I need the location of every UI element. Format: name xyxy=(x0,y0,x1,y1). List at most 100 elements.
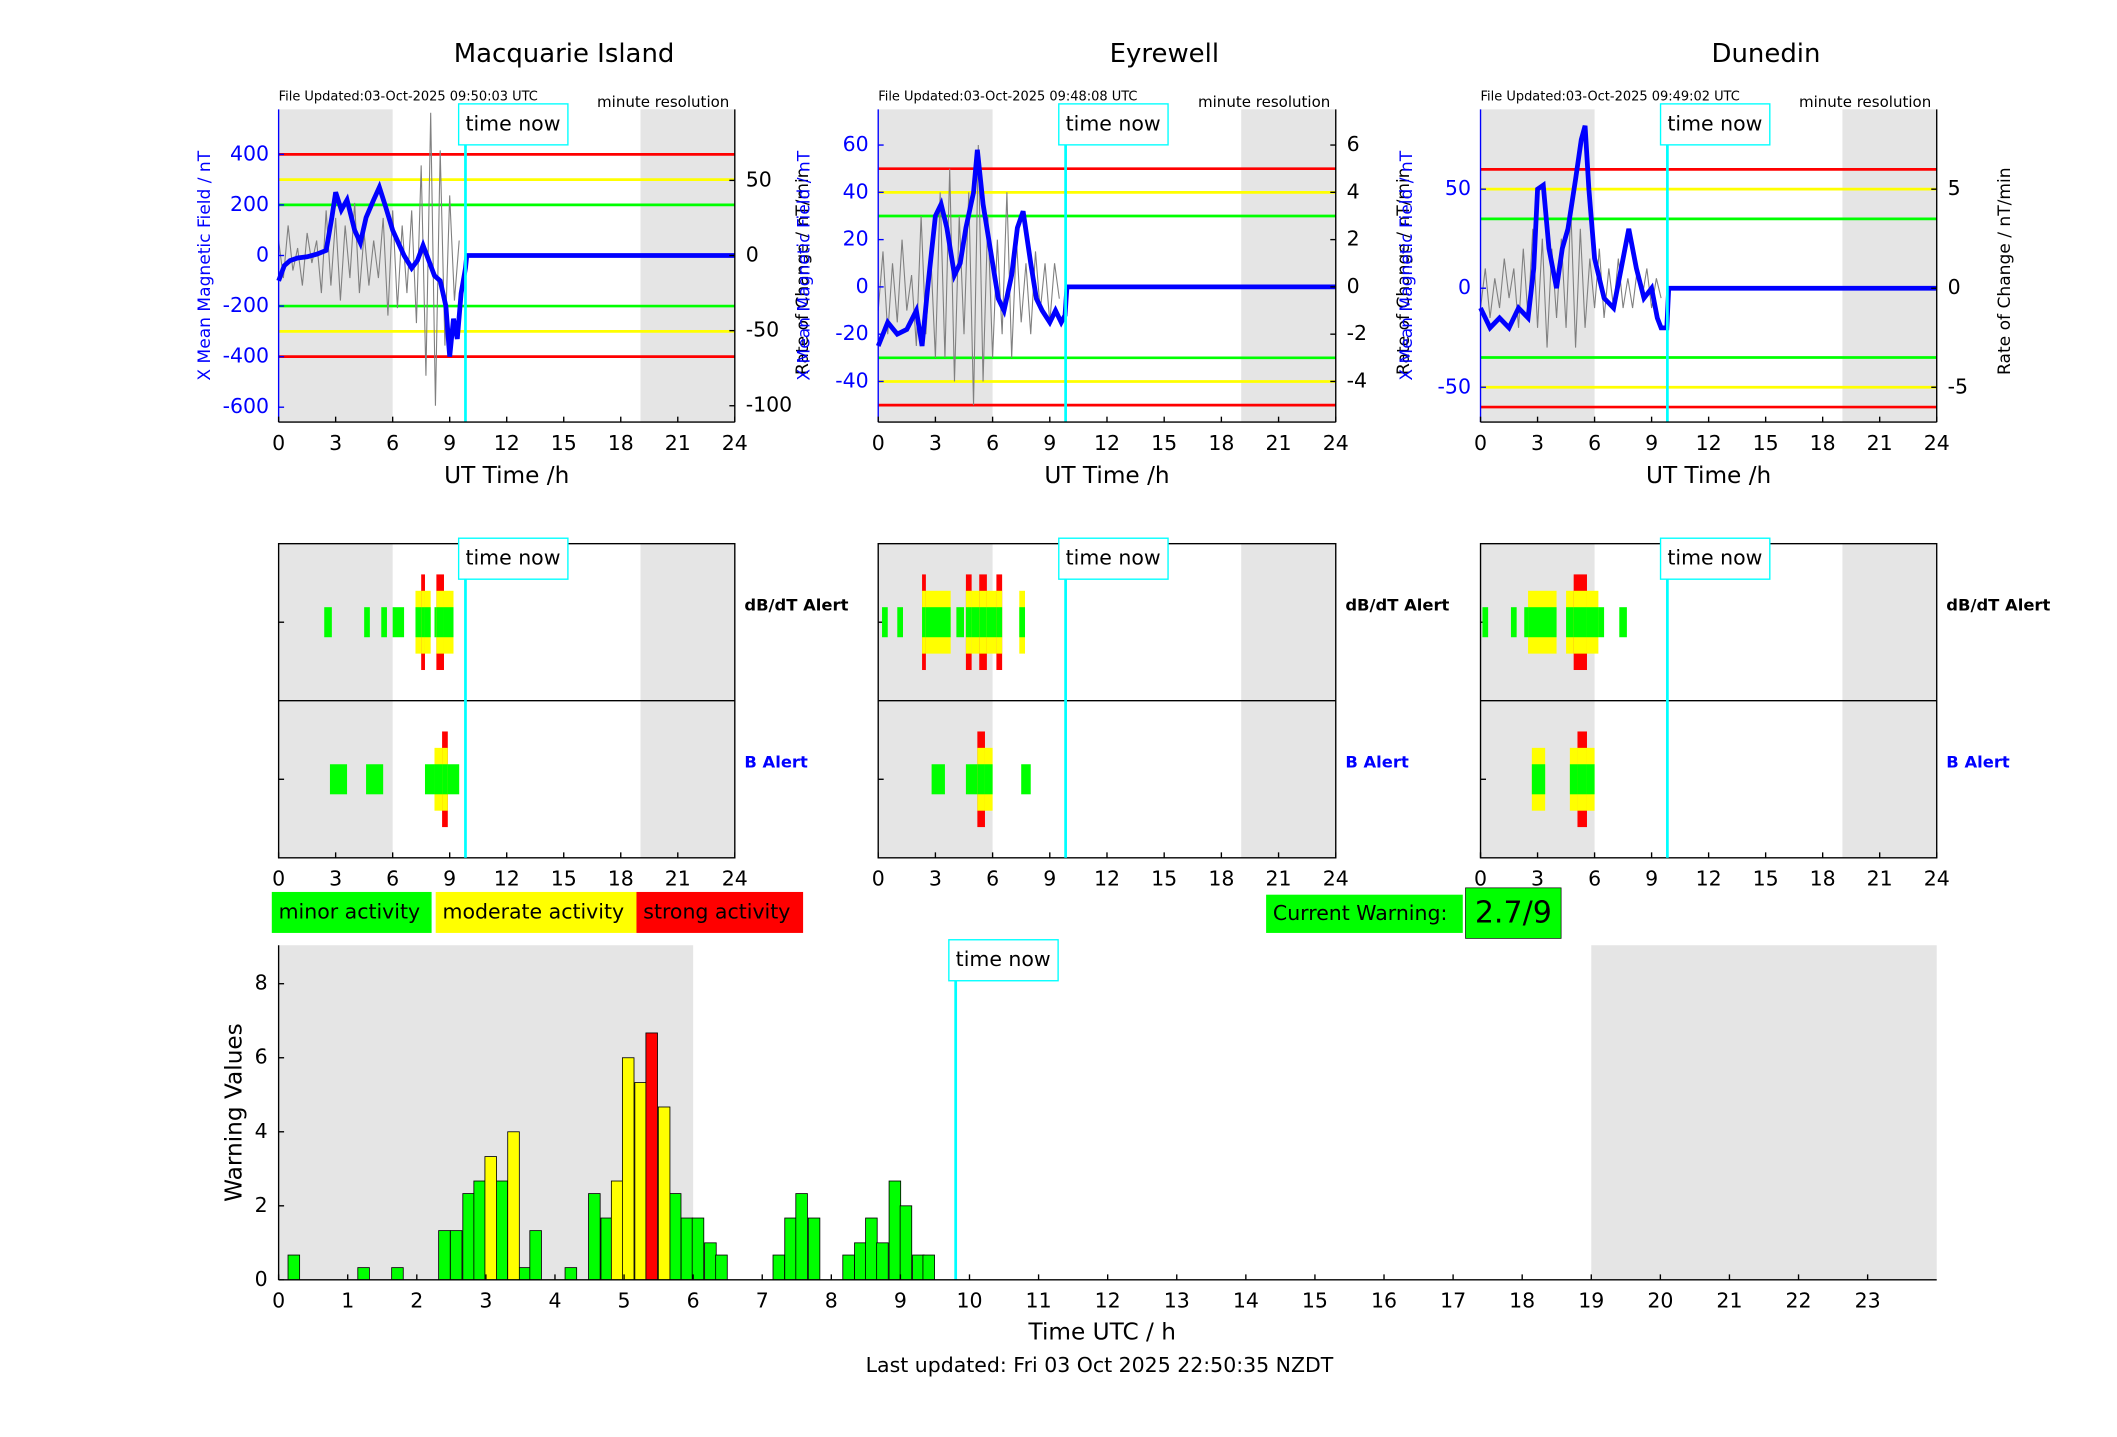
x-tick-label: 18 xyxy=(1509,1289,1535,1313)
x-tick-label: 12 xyxy=(1095,1289,1121,1313)
resolution: minute resolution xyxy=(597,93,729,111)
warning-bar xyxy=(600,1217,614,1281)
time-now-label: time now xyxy=(1667,546,1762,570)
x-tick-label: 24 xyxy=(1924,867,1950,891)
night-shade xyxy=(878,109,993,423)
x-tick-label: 15 xyxy=(1753,431,1779,455)
x-tick-label: 8 xyxy=(825,1289,838,1313)
panel-title: Eyrewell xyxy=(1110,39,1219,69)
x-tick-label: 15 xyxy=(1302,1289,1328,1313)
y2-tick-label: 0 xyxy=(1347,274,1360,298)
alert-bar xyxy=(882,607,888,638)
warning-bar xyxy=(449,1230,463,1281)
warning-bar xyxy=(922,1254,935,1281)
x-tick-label: 24 xyxy=(722,431,748,455)
x-tick-label: 21 xyxy=(1266,867,1292,891)
time-now-box xyxy=(948,939,1059,982)
x-tick-label: 12 xyxy=(1696,431,1722,455)
warning-bar xyxy=(668,1193,682,1281)
alert-bar xyxy=(1619,607,1627,638)
y2-tick-label: -2 xyxy=(1347,321,1367,345)
x-tick-label: 3 xyxy=(329,867,342,891)
field-line xyxy=(1478,125,1937,332)
warning-bar xyxy=(507,1131,520,1281)
x-tick-label: 9 xyxy=(1645,431,1658,455)
y2-axis-label: Rate of Change / nT/min xyxy=(793,167,813,375)
warning-bar xyxy=(438,1230,451,1281)
y-tick-label: -200 xyxy=(223,293,269,317)
x-tick-label: 18 xyxy=(1208,867,1234,891)
x-tick-label: 23 xyxy=(1855,1289,1881,1313)
warning-bar xyxy=(691,1217,705,1281)
x-tick-label: 21 xyxy=(1266,431,1292,455)
y-tick-label: -20 xyxy=(835,321,868,345)
alert-bar xyxy=(956,607,965,638)
x-tick-label: 0 xyxy=(1474,867,1487,891)
warning-bar xyxy=(484,1156,497,1281)
x-tick-label: 12 xyxy=(1094,431,1120,455)
x-tick-label: 13 xyxy=(1164,1289,1190,1313)
resolution: minute resolution xyxy=(1799,93,1931,111)
x-tick-label: 2 xyxy=(410,1289,423,1313)
time-now-label: time now xyxy=(465,111,560,135)
time-now-box xyxy=(1659,537,1771,580)
x-axis-label: Time UTC / h xyxy=(1027,1319,1175,1346)
x-tick-label: 3 xyxy=(329,431,342,455)
warning-bar xyxy=(865,1217,878,1281)
y-tick-label: 200 xyxy=(230,192,269,216)
alert-bar xyxy=(1531,764,1546,795)
alert-bar xyxy=(1598,607,1605,638)
rate-line xyxy=(877,145,1060,406)
field-line xyxy=(276,180,735,357)
alert-bar xyxy=(1019,607,1026,638)
x-tick-label: 12 xyxy=(494,431,520,455)
y2-tick-label: 50 xyxy=(746,167,772,191)
file-updated: File Updated:03-Oct-2025 09:50:03 UTC xyxy=(279,90,538,105)
x-tick-label: 6 xyxy=(386,867,399,891)
x-tick-label: 9 xyxy=(894,1289,907,1313)
file-updated: File Updated:03-Oct-2025 09:49:02 UTC xyxy=(1481,90,1740,105)
y2-tick-label: 4 xyxy=(1347,179,1360,203)
field-line xyxy=(875,149,1336,347)
alert-bar xyxy=(424,607,431,638)
time-now-label: time now xyxy=(465,546,560,570)
alert-bar xyxy=(984,764,993,795)
warning-bar xyxy=(715,1254,728,1281)
x-tick-label: 18 xyxy=(608,431,634,455)
x-tick-label: 6 xyxy=(1588,431,1601,455)
x-axis-label: UT Time /h xyxy=(444,462,569,489)
x-tick-label: 3 xyxy=(479,1289,492,1313)
y-tick-label: 40 xyxy=(843,179,869,203)
warning-bar xyxy=(473,1180,486,1281)
x-tick-label: 0 xyxy=(872,431,885,455)
y2-axis-label: Rate of Change / nT/min xyxy=(1394,167,1414,375)
legend-box xyxy=(636,891,804,933)
warning-bar xyxy=(842,1254,855,1281)
legend-label: minor activity xyxy=(279,899,421,923)
alert-name: dB/dT Alert xyxy=(1345,595,1449,614)
alert-bar xyxy=(986,607,997,638)
warning-bar xyxy=(704,1242,717,1281)
alert-bar xyxy=(1510,607,1517,638)
warning-value-box xyxy=(1465,887,1562,939)
x-tick-label: 24 xyxy=(1323,431,1349,455)
warning-bar xyxy=(391,1267,404,1281)
y-tick-label: 0 xyxy=(856,274,869,298)
y-tick-label: 0 xyxy=(255,1267,268,1291)
alert-bar xyxy=(925,607,951,638)
warning-bar xyxy=(784,1217,797,1281)
warning-bar xyxy=(912,1254,925,1281)
x-axis-label: UT Time /h xyxy=(1044,462,1169,489)
alert-bar xyxy=(1566,607,1574,638)
alert-bar xyxy=(965,764,978,795)
warning-bar xyxy=(680,1217,694,1281)
alert-bar xyxy=(421,607,425,638)
alert-bar xyxy=(922,607,926,638)
warning-bar xyxy=(564,1267,578,1281)
x-tick-label: 6 xyxy=(386,431,399,455)
alert-bar xyxy=(392,607,405,638)
x-tick-label: 14 xyxy=(1233,1289,1259,1313)
alert-bar xyxy=(415,607,422,638)
alert-bar xyxy=(977,764,985,795)
